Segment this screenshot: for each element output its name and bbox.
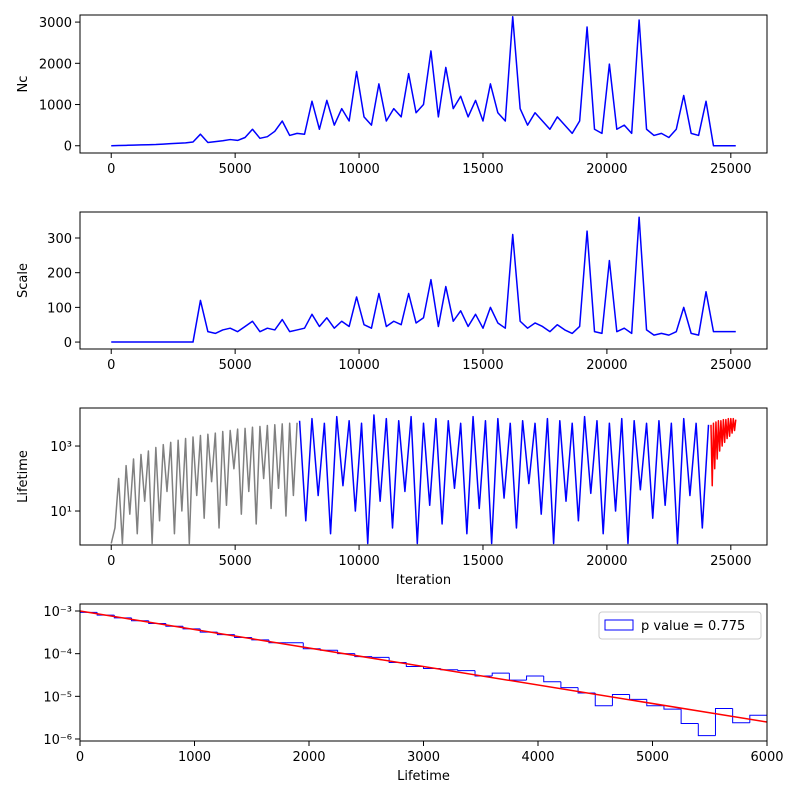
x-tick-label: 2000 [292, 750, 325, 765]
line [298, 414, 710, 545]
histogram-bin [371, 656, 390, 658]
line [110, 422, 298, 545]
histogram-bin [611, 694, 630, 706]
histogram-bin [629, 694, 647, 700]
x-tick-label: 15000 [462, 162, 503, 177]
x-tick-label: 25000 [710, 554, 751, 569]
y-axis-label: Lifetime [16, 450, 31, 503]
x-tick-label: 20000 [586, 554, 627, 569]
histogram-bin [337, 650, 355, 655]
y-tick-label: 10⁻⁴ [43, 648, 72, 663]
x-tick-label: 1000 [178, 750, 211, 765]
x-tick-label: 3000 [407, 750, 440, 765]
y-tick-label: 0 [64, 336, 72, 351]
y-tick-label: 10¹ [50, 505, 72, 520]
plot-area [111, 216, 736, 343]
x-tick-label: 25000 [710, 358, 751, 373]
plot-area [111, 15, 736, 147]
x-tick-label: 20000 [586, 162, 627, 177]
y-tick-label: 200 [47, 267, 72, 282]
x-tick-label: 6000 [750, 750, 783, 765]
y-tick-label: 100 [47, 301, 72, 316]
legend-label: p value = 0.775 [641, 619, 745, 634]
x-tick-label: 10000 [338, 358, 379, 373]
histogram-bin [646, 699, 664, 707]
histogram-bin [508, 673, 527, 681]
histogram-bin [491, 672, 510, 676]
line [710, 417, 737, 487]
y-tick-label: 10⁻⁶ [43, 733, 72, 748]
histogram-bin [80, 611, 98, 741]
x-tick-label: 0 [76, 750, 84, 765]
x-axis-label: Iteration [396, 573, 451, 588]
x-tick-label: 5000 [219, 162, 252, 177]
line [111, 216, 736, 343]
y-tick-label: 3000 [39, 16, 72, 31]
histogram-bin [560, 681, 579, 689]
histogram-bin [714, 707, 733, 736]
x-tick-label: 25000 [710, 162, 751, 177]
fit-line [80, 610, 767, 723]
y-tick-label: 10⁻⁵ [43, 690, 72, 705]
x-tick-label: 5000 [219, 554, 252, 569]
x-tick-label: 4000 [521, 750, 554, 765]
y-tick-label: 1000 [39, 99, 72, 114]
histogram-bin [543, 675, 561, 683]
x-tick-label: 20000 [586, 358, 627, 373]
histogram-bin [697, 723, 716, 737]
histogram-bin [526, 675, 544, 681]
legend-box [598, 611, 762, 640]
x-tick-label: 0 [107, 554, 115, 569]
histogram-bin [663, 705, 682, 710]
x-tick-label: 0 [107, 162, 115, 177]
y-tick-label: 10⁻³ [43, 605, 72, 620]
x-tick-label: 15000 [462, 358, 503, 373]
y-tick-label: 300 [47, 232, 72, 247]
line [111, 15, 736, 147]
legend-swatch [604, 619, 634, 631]
y-tick-label: 0 [64, 140, 72, 155]
x-axis-label: Lifetime [397, 769, 450, 784]
histogram-bin [749, 714, 767, 723]
histogram-bin [457, 669, 476, 672]
x-tick-label: 5000 [219, 358, 252, 373]
histogram-bin [680, 709, 699, 725]
axes-frame [79, 407, 768, 546]
axes-frame [79, 14, 768, 154]
x-tick-label: 10000 [338, 162, 379, 177]
histogram-bin [732, 708, 750, 724]
x-tick-label: 10000 [338, 554, 379, 569]
y-axis-label: Nc [16, 76, 31, 93]
x-tick-label: 5000 [636, 750, 669, 765]
x-tick-label: 0 [107, 358, 115, 373]
plot-area [80, 610, 767, 741]
axes-frame [79, 211, 768, 350]
y-tick-label: 2000 [39, 57, 72, 72]
plot-area [110, 414, 737, 545]
x-tick-label: 15000 [462, 554, 503, 569]
y-axis-label: Scale [16, 263, 31, 298]
histogram-bin [594, 692, 613, 707]
y-tick-label: 10³ [50, 440, 72, 455]
